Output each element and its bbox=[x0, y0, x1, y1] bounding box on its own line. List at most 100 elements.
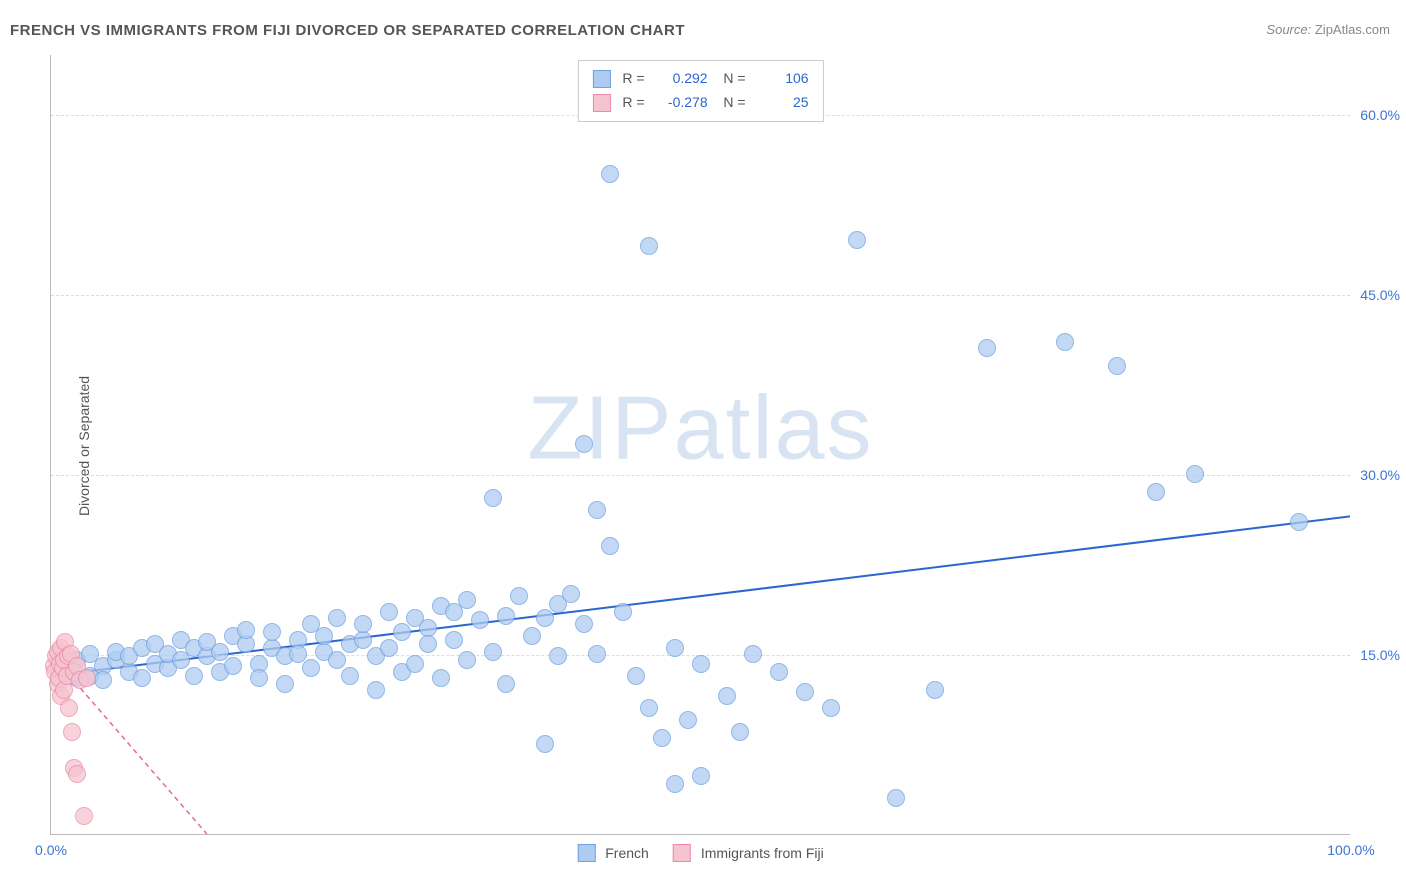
scatter-point bbox=[354, 615, 372, 633]
scatter-point bbox=[289, 645, 307, 663]
scatter-point bbox=[536, 735, 554, 753]
gridline-horizontal bbox=[51, 295, 1350, 296]
scatter-point bbox=[63, 723, 81, 741]
y-tick-label: 15.0% bbox=[1355, 647, 1400, 663]
scatter-point bbox=[458, 591, 476, 609]
scatter-point bbox=[211, 643, 229, 661]
n-label: N = bbox=[716, 91, 746, 115]
scatter-point bbox=[1290, 513, 1308, 531]
scatter-point bbox=[458, 651, 476, 669]
scatter-point bbox=[302, 659, 320, 677]
scatter-point bbox=[510, 587, 528, 605]
scatter-point bbox=[640, 699, 658, 717]
scatter-point bbox=[588, 501, 606, 519]
watermark-inner: ZIPatlas bbox=[527, 378, 873, 478]
scatter-point bbox=[731, 723, 749, 741]
legend-swatch bbox=[577, 844, 595, 862]
scatter-point bbox=[484, 489, 502, 507]
scatter-point bbox=[328, 609, 346, 627]
scatter-point bbox=[60, 699, 78, 717]
scatter-point bbox=[68, 765, 86, 783]
scatter-point bbox=[666, 775, 684, 793]
chart-container: FRENCH VS IMMIGRANTS FROM FIJI DIVORCED … bbox=[0, 0, 1406, 892]
scatter-point bbox=[640, 237, 658, 255]
scatter-point bbox=[1056, 333, 1074, 351]
scatter-point bbox=[978, 339, 996, 357]
scatter-point bbox=[315, 627, 333, 645]
scatter-point bbox=[471, 611, 489, 629]
scatter-point bbox=[432, 669, 450, 687]
legend-swatch bbox=[592, 94, 610, 112]
scatter-point bbox=[484, 643, 502, 661]
r-value: -0.278 bbox=[653, 91, 708, 115]
scatter-point bbox=[562, 585, 580, 603]
scatter-point bbox=[328, 651, 346, 669]
scatter-point bbox=[497, 607, 515, 625]
scatter-point bbox=[393, 623, 411, 641]
scatter-point bbox=[224, 657, 242, 675]
scatter-point bbox=[237, 621, 255, 639]
correlation-legend-row: R =0.292 N =106 bbox=[592, 67, 808, 91]
correlation-legend: R =0.292 N =106R =-0.278 N =25 bbox=[577, 60, 823, 122]
scatter-point bbox=[679, 711, 697, 729]
scatter-point bbox=[78, 669, 96, 687]
scatter-point bbox=[744, 645, 762, 663]
legend-swatch bbox=[592, 70, 610, 88]
scatter-point bbox=[692, 767, 710, 785]
scatter-point bbox=[406, 655, 424, 673]
scatter-point bbox=[601, 537, 619, 555]
scatter-point bbox=[614, 603, 632, 621]
scatter-point bbox=[822, 699, 840, 717]
r-label: R = bbox=[622, 67, 644, 91]
correlation-legend-row: R = -0.278 N = 25 bbox=[592, 91, 808, 115]
series-legend-item: Immigrants from Fiji bbox=[673, 844, 824, 862]
r-label: R = bbox=[622, 91, 644, 115]
scatter-point bbox=[263, 623, 281, 641]
scatter-point bbox=[380, 603, 398, 621]
source-attribution: Source: ZipAtlas.com bbox=[1266, 22, 1390, 37]
scatter-point bbox=[770, 663, 788, 681]
scatter-point bbox=[692, 655, 710, 673]
scatter-point bbox=[419, 619, 437, 637]
scatter-point bbox=[276, 675, 294, 693]
x-tick-label: 100.0% bbox=[1327, 842, 1374, 858]
y-tick-label: 60.0% bbox=[1355, 107, 1400, 123]
scatter-point bbox=[796, 683, 814, 701]
scatter-point bbox=[926, 681, 944, 699]
scatter-point bbox=[380, 639, 398, 657]
scatter-point bbox=[250, 669, 268, 687]
plot-area: ZIPatlas R =0.292 N =106R =-0.278 N =25 … bbox=[50, 55, 1350, 835]
scatter-point bbox=[419, 635, 437, 653]
scatter-point bbox=[341, 667, 359, 685]
n-value: 106 bbox=[754, 67, 809, 91]
n-value: 25 bbox=[754, 91, 809, 115]
scatter-point bbox=[887, 789, 905, 807]
x-tick-label: 0.0% bbox=[35, 842, 67, 858]
y-tick-label: 30.0% bbox=[1355, 467, 1400, 483]
gridline-horizontal bbox=[51, 475, 1350, 476]
scatter-point bbox=[601, 165, 619, 183]
scatter-point bbox=[497, 675, 515, 693]
n-label: N = bbox=[716, 67, 746, 91]
scatter-point bbox=[848, 231, 866, 249]
scatter-point bbox=[549, 647, 567, 665]
scatter-point bbox=[1147, 483, 1165, 501]
scatter-point bbox=[1186, 465, 1204, 483]
series-legend-label: French bbox=[605, 845, 649, 861]
scatter-point bbox=[1108, 357, 1126, 375]
scatter-point bbox=[133, 669, 151, 687]
scatter-point bbox=[75, 807, 93, 825]
scatter-point bbox=[523, 627, 541, 645]
trend-lines-svg bbox=[51, 55, 1350, 834]
scatter-point bbox=[354, 631, 372, 649]
source-value: ZipAtlas.com bbox=[1315, 22, 1390, 37]
watermark-text: ZIPatlas bbox=[527, 377, 873, 480]
scatter-point bbox=[575, 435, 593, 453]
chart-title: FRENCH VS IMMIGRANTS FROM FIJI DIVORCED … bbox=[10, 22, 685, 39]
scatter-point bbox=[185, 667, 203, 685]
series-legend-label: Immigrants from Fiji bbox=[701, 845, 824, 861]
source-label: Source: bbox=[1266, 22, 1311, 37]
series-legend: French Immigrants from Fiji bbox=[577, 844, 823, 862]
y-tick-label: 45.0% bbox=[1355, 287, 1400, 303]
scatter-point bbox=[536, 609, 554, 627]
